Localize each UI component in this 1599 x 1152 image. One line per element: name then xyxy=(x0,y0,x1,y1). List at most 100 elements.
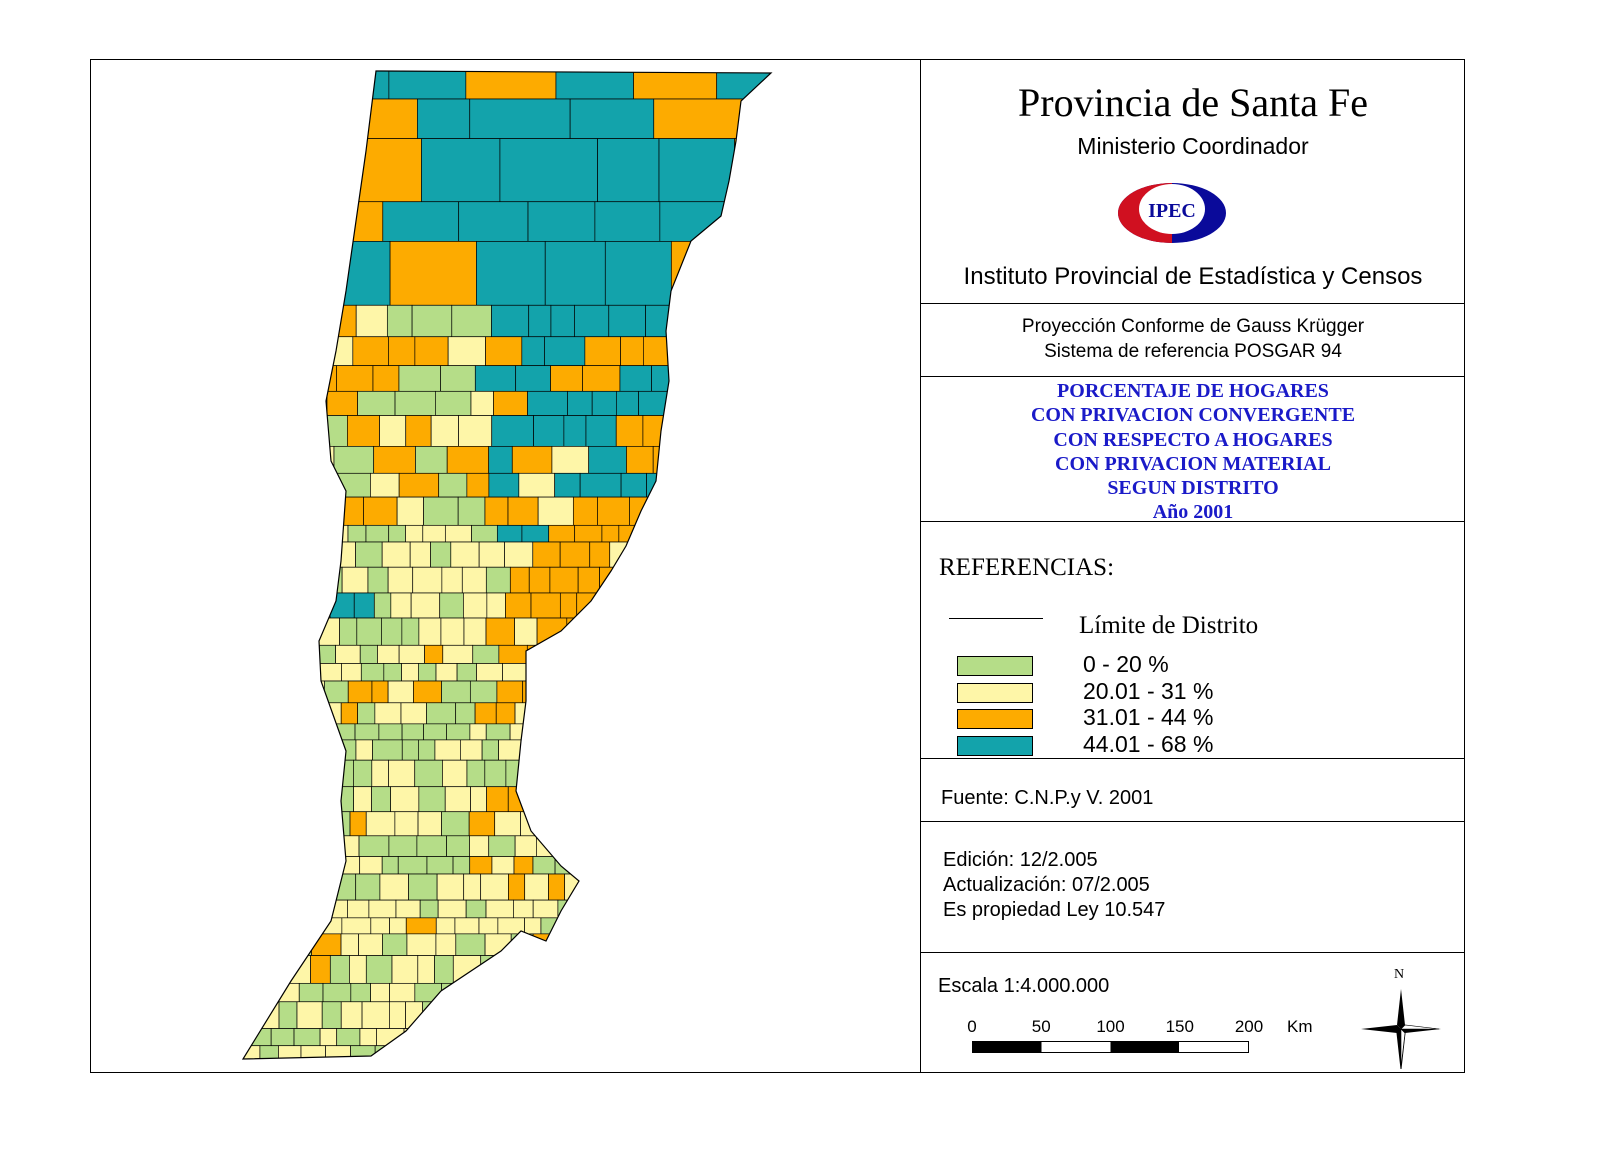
district xyxy=(390,786,420,813)
district xyxy=(645,663,668,682)
district xyxy=(735,617,753,646)
district xyxy=(243,856,253,875)
district xyxy=(585,723,608,741)
scale-bar xyxy=(972,1041,1249,1053)
district xyxy=(283,415,323,447)
district xyxy=(293,1028,321,1047)
district xyxy=(720,304,751,338)
district xyxy=(524,786,548,813)
district xyxy=(499,138,598,203)
district xyxy=(304,496,330,526)
district xyxy=(370,982,390,1003)
district xyxy=(597,138,660,203)
district xyxy=(281,786,307,813)
district xyxy=(465,899,487,919)
district xyxy=(398,472,440,498)
district xyxy=(683,617,712,646)
district xyxy=(666,663,694,682)
district xyxy=(643,336,683,367)
district xyxy=(557,1045,582,1059)
district xyxy=(441,982,460,1003)
district xyxy=(588,617,606,646)
district xyxy=(513,1045,533,1059)
district xyxy=(325,524,349,543)
district xyxy=(648,786,679,813)
district xyxy=(339,617,358,646)
district xyxy=(537,723,565,741)
district xyxy=(243,917,253,935)
district xyxy=(312,1066,341,1072)
district xyxy=(653,982,675,1003)
district xyxy=(548,524,576,543)
district xyxy=(439,592,464,619)
legend-class-label: 20.01 - 31 % xyxy=(1083,677,1214,704)
district xyxy=(386,304,413,338)
district xyxy=(700,566,719,594)
district xyxy=(574,524,603,543)
district xyxy=(592,873,612,901)
district xyxy=(405,917,437,935)
district xyxy=(319,644,336,664)
district xyxy=(316,702,342,725)
district xyxy=(469,723,487,741)
district xyxy=(662,899,683,919)
district xyxy=(789,645,814,663)
district xyxy=(388,336,416,367)
district xyxy=(557,899,579,919)
district xyxy=(478,917,499,935)
district xyxy=(249,566,273,594)
compass-rose-icon xyxy=(1361,989,1441,1070)
district xyxy=(359,644,378,664)
district xyxy=(638,739,668,761)
district xyxy=(243,98,318,139)
district xyxy=(361,1001,390,1029)
district xyxy=(459,1066,484,1072)
district xyxy=(622,1066,645,1072)
district xyxy=(547,759,577,788)
district xyxy=(491,856,515,875)
district xyxy=(546,663,571,682)
district xyxy=(544,680,566,704)
district xyxy=(434,955,454,984)
district xyxy=(321,1001,342,1029)
header-section: Provincia de Santa Fe Ministerio Coordin… xyxy=(921,59,1465,304)
district xyxy=(292,933,312,956)
district xyxy=(243,811,253,837)
district xyxy=(405,415,432,447)
district xyxy=(554,856,576,875)
district xyxy=(563,835,594,857)
district xyxy=(388,835,418,857)
district xyxy=(469,856,493,875)
district xyxy=(706,1028,727,1047)
north-label: N xyxy=(1394,967,1405,982)
district xyxy=(528,304,552,338)
district xyxy=(279,680,305,704)
district xyxy=(288,759,309,788)
district xyxy=(355,739,373,761)
district xyxy=(276,723,306,741)
district xyxy=(690,917,715,935)
district xyxy=(247,644,271,664)
district xyxy=(751,445,771,474)
district xyxy=(755,566,771,594)
district xyxy=(300,702,317,725)
district xyxy=(725,1028,755,1047)
district xyxy=(765,663,771,682)
district xyxy=(243,1001,262,1029)
scale-tick-label: 0 xyxy=(967,1017,977,1036)
district xyxy=(243,566,251,594)
district xyxy=(703,933,734,956)
district xyxy=(347,899,370,919)
district xyxy=(243,472,268,498)
district xyxy=(776,61,863,99)
district xyxy=(645,1066,664,1072)
district xyxy=(442,1001,471,1029)
district xyxy=(444,786,471,813)
scale-section: Escala 1:4.000.000 0 50 100 150 200 Km N xyxy=(921,953,1465,1073)
district xyxy=(649,759,670,788)
district xyxy=(782,446,815,473)
district xyxy=(715,759,744,788)
district xyxy=(371,680,389,704)
district xyxy=(243,241,315,306)
district xyxy=(426,702,457,725)
